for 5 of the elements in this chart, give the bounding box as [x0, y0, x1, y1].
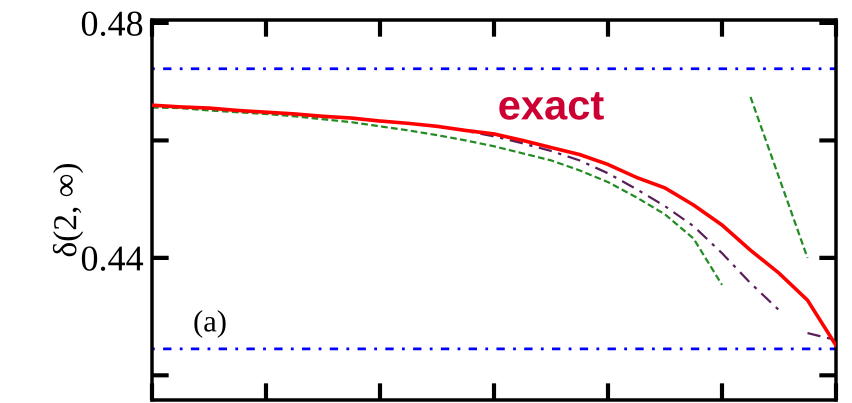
series-label: exact	[499, 92, 604, 120]
annotation: (a)	[194, 310, 226, 338]
y-axis-title: δ(2, ∞)	[52, 164, 84, 256]
y-tick-label: 0.44	[82, 246, 144, 271]
y-tick-label: 0.48	[82, 11, 142, 36]
